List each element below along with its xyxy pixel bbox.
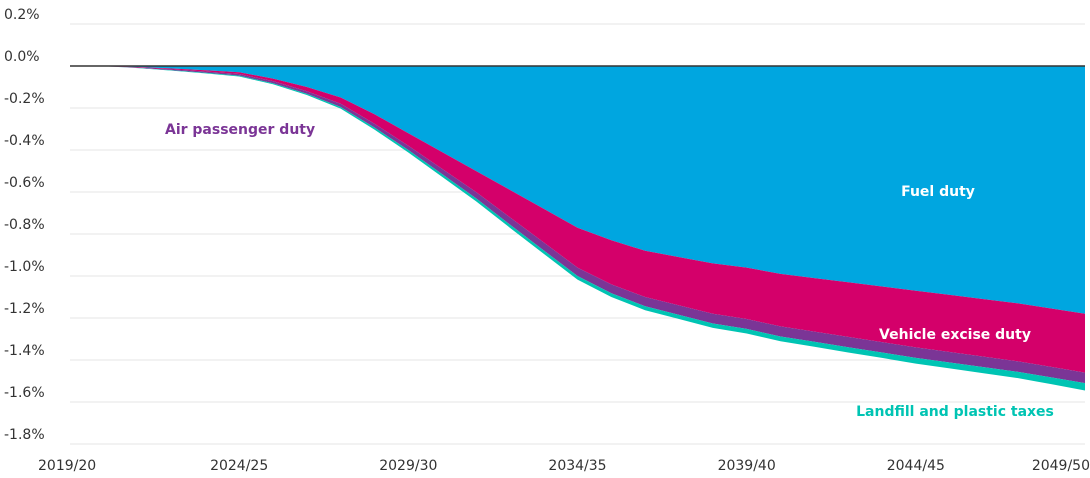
- area: [70, 66, 1085, 314]
- series-label: Landfill and plastic taxes: [856, 404, 1054, 420]
- y-tick-label: 0.0%: [4, 49, 40, 65]
- x-tick-label: 2044/45: [887, 458, 945, 474]
- y-tick-label: -1.4%: [4, 343, 45, 359]
- y-tick-label: -0.4%: [4, 133, 45, 149]
- series-label: Air passenger duty: [165, 122, 315, 138]
- y-tick-label: -1.0%: [4, 259, 45, 275]
- y-tick-label: -0.2%: [4, 91, 45, 107]
- series-label: Fuel duty: [901, 184, 975, 200]
- x-tick-label: 2019/20: [38, 458, 96, 474]
- x-tick-label: 2029/30: [379, 458, 437, 474]
- y-tick-label: -1.2%: [4, 301, 45, 317]
- x-tick-label: 2039/40: [718, 458, 776, 474]
- y-tick-label: -1.6%: [4, 385, 45, 401]
- y-tick-label: -0.6%: [4, 175, 45, 191]
- y-tick-label: -1.8%: [4, 427, 45, 443]
- series-label: Vehicle excise duty: [879, 327, 1031, 343]
- x-tick-label: 2049/50: [1032, 458, 1090, 474]
- x-tick-label: 2034/35: [548, 458, 606, 474]
- x-tick-label: 2024/25: [210, 458, 268, 474]
- y-tick-label: -0.8%: [4, 217, 45, 233]
- y-tick-label: 0.2%: [4, 7, 40, 23]
- area: [70, 66, 1085, 373]
